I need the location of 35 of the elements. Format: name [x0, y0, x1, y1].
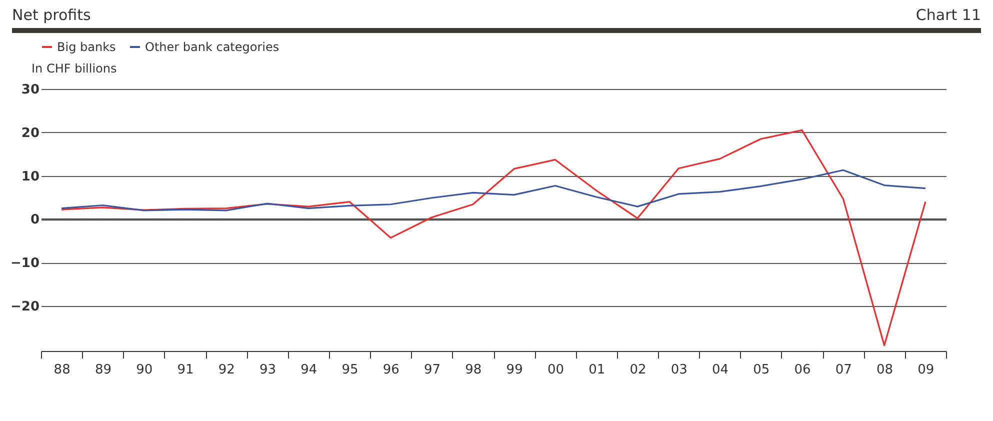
x-tick-label: 92 [218, 362, 235, 378]
x-tick-label: 07 [835, 362, 852, 378]
y-axis-title: In CHF billions [32, 62, 117, 76]
x-tick-label: 90 [136, 362, 153, 378]
y-tick-label: 20 [21, 126, 40, 141]
x-tick-label: 98 [465, 362, 482, 378]
x-tick-label: 91 [177, 362, 194, 378]
chart-title: Net profits [12, 6, 91, 24]
y-tick-label: −20 [10, 299, 40, 314]
x-tick-label: 00 [547, 362, 564, 378]
x-tick-label: 94 [300, 362, 318, 378]
x-tick-label: 09 [918, 362, 934, 378]
y-tick-label: −10 [10, 256, 40, 272]
x-tick-label: 04 [712, 362, 729, 378]
y-tick-label: 30 [21, 82, 40, 98]
x-tick-label: 05 [753, 362, 770, 378]
x-tick-label: 89 [94, 362, 112, 378]
y-tick-label: 10 [21, 169, 40, 184]
x-tick-label: 03 [670, 362, 688, 378]
caption: Chart 11 [916, 6, 981, 24]
x-tick-label: 99 [506, 362, 523, 378]
x-tick-label: 88 [54, 362, 70, 378]
x-tick-label: 08 [876, 362, 894, 378]
legend-label: Big banks [57, 40, 116, 54]
x-tick-label: 93 [259, 362, 276, 378]
x-tick-label: 06 [794, 362, 811, 378]
x-tick-label: 02 [630, 362, 646, 378]
x-tick-label: 96 [382, 362, 400, 378]
legend-label: Other bank categories [145, 40, 280, 54]
y-tick-label: 0 [30, 212, 40, 228]
x-tick-label: 97 [424, 362, 441, 378]
line-series [60, 129, 926, 346]
x-tick-label: 95 [342, 362, 358, 378]
line-series [60, 169, 926, 212]
x-tick-label: 01 [588, 362, 606, 378]
